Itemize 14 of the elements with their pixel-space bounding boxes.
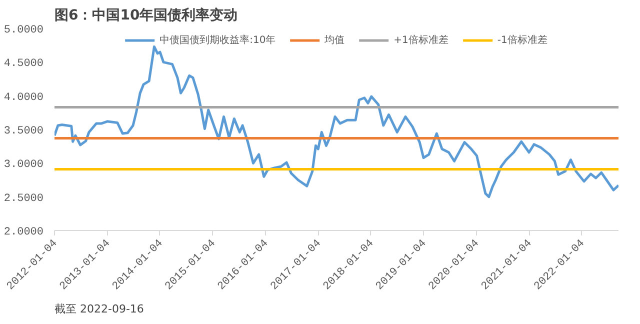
y-tick-label: 4.0000	[4, 92, 44, 104]
line-series	[54, 45, 618, 198]
legend-label: 中债国债到期收益率:10年	[160, 34, 276, 47]
y-tick-label: 3.5000	[4, 126, 44, 138]
legend-label: -1倍标准差	[497, 34, 548, 47]
y-tick-label: 2.5000	[4, 192, 44, 205]
y-tick-label: 4.5000	[4, 58, 44, 70]
chart-title: 图6：中国10年国债利率变动	[54, 6, 238, 24]
y-tick-label: 2.0000	[4, 226, 44, 238]
y-tick-label: 3.0000	[4, 159, 44, 172]
text: 截至 2022-09-16	[54, 302, 144, 316]
legend-label: 均值	[324, 34, 345, 47]
y-tick-label: 5.0000	[4, 24, 44, 36]
legend-label: +1倍标准差	[394, 34, 448, 47]
